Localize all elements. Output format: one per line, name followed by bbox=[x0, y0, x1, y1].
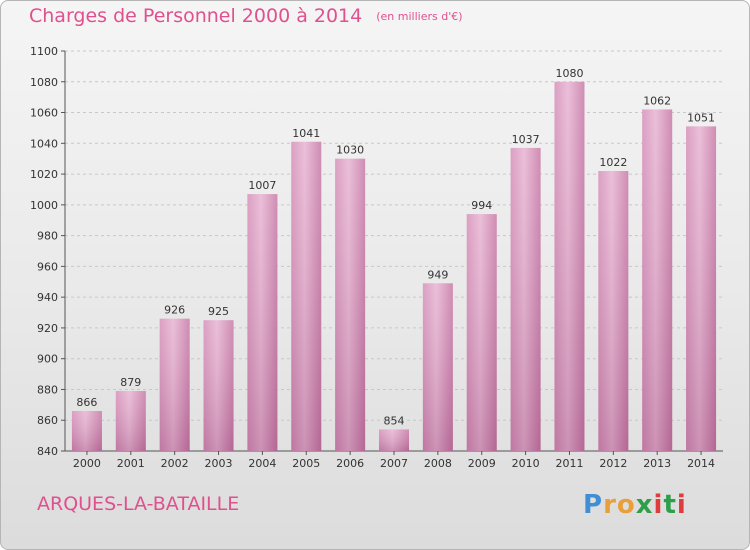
value-label: 1062 bbox=[643, 94, 671, 107]
logo-letter: x bbox=[635, 490, 654, 520]
y-tick-label: 940 bbox=[37, 291, 58, 304]
logo-letter: P bbox=[583, 490, 604, 520]
axes: 840 860 880 900 920 940 960 980 1000 1020 1040 1060… bbox=[30, 45, 723, 470]
value-label: 994 bbox=[471, 199, 492, 212]
bar-shade-2003 bbox=[203, 320, 234, 451]
y-tick-label: 1060 bbox=[30, 107, 58, 120]
value-label: 925 bbox=[208, 305, 229, 318]
value-label: 879 bbox=[120, 376, 141, 389]
x-tick-label: 2010 bbox=[512, 457, 540, 470]
x-tick-label: 2006 bbox=[336, 457, 364, 470]
bar-chart: 840 860 880 900 920 940 960 980 1000 1020 1040 1060… bbox=[30, 45, 723, 470]
x-tick-label: 2000 bbox=[73, 457, 101, 470]
value-label: 1030 bbox=[336, 144, 364, 157]
y-tick-label: 1040 bbox=[30, 137, 58, 150]
logo-letter: r bbox=[603, 490, 617, 520]
bar-shade-2005 bbox=[291, 141, 322, 451]
bar-shade-2006 bbox=[335, 158, 366, 451]
chart-title: Charges de Personnel 2000 à 2014 bbox=[29, 5, 363, 27]
commune-name: ARQUES-LA-BATAILLE bbox=[37, 493, 240, 515]
bar-shade-2004 bbox=[247, 194, 278, 452]
y-tick-label: 960 bbox=[37, 260, 58, 273]
value-label: 1080 bbox=[555, 67, 583, 80]
bar-shade-2009 bbox=[466, 214, 497, 451]
x-tick-label: 2012 bbox=[599, 457, 627, 470]
value-label: 1022 bbox=[599, 156, 627, 169]
x-tick-label: 2013 bbox=[643, 457, 671, 470]
x-tick-label: 2011 bbox=[555, 457, 583, 470]
value-label: 1041 bbox=[292, 127, 320, 140]
logo-letter: i bbox=[653, 490, 664, 520]
y-tick-label: 1020 bbox=[30, 168, 58, 181]
data-labels: 866 879 926 925 1007 1041 1030 854 949 994 1037 108… bbox=[76, 67, 715, 428]
value-label: 1007 bbox=[248, 179, 276, 192]
y-tick-label: 1100 bbox=[30, 45, 58, 58]
x-tick-label: 2004 bbox=[248, 457, 276, 470]
logo-letter: t bbox=[663, 490, 677, 520]
bar-shade-2012 bbox=[598, 171, 629, 451]
bar-shade-2007 bbox=[379, 429, 409, 451]
value-label: 1037 bbox=[512, 133, 540, 146]
x-tick-label: 2014 bbox=[687, 457, 715, 470]
y-tick-label: 880 bbox=[37, 383, 58, 396]
y-tick-label: 980 bbox=[37, 230, 58, 243]
bar-shade-2008 bbox=[422, 283, 453, 451]
y-tick-label: 900 bbox=[37, 353, 58, 366]
bar-shade-2014 bbox=[686, 126, 717, 451]
bar-shade-2001 bbox=[115, 391, 146, 451]
x-tick-label: 2002 bbox=[161, 457, 189, 470]
y-tick-label: 1080 bbox=[30, 76, 58, 89]
bar-shade-2000 bbox=[71, 411, 102, 451]
bars bbox=[71, 81, 717, 452]
bar-shade-2013 bbox=[642, 109, 673, 451]
x-tick-label: 2005 bbox=[292, 457, 320, 470]
chart-subtitle: (en milliers d'€) bbox=[376, 10, 463, 23]
x-tick-label: 2001 bbox=[117, 457, 145, 470]
bar-shade-2010 bbox=[510, 147, 541, 451]
value-label: 949 bbox=[427, 268, 448, 281]
proxiti-logo[interactable]: Proxiti bbox=[583, 490, 687, 520]
value-label: 866 bbox=[76, 396, 97, 409]
x-tick-label: 2007 bbox=[380, 457, 408, 470]
x-tick-label: 2009 bbox=[468, 457, 496, 470]
bar-shade-2011 bbox=[554, 81, 585, 452]
bar-shade-2002 bbox=[159, 318, 190, 451]
x-tick-label: 2008 bbox=[424, 457, 452, 470]
value-label: 854 bbox=[384, 414, 405, 427]
title-row: Charges de Personnel 2000 à 2014 (en mill… bbox=[29, 5, 463, 27]
value-label: 1051 bbox=[687, 111, 715, 124]
x-tick-label: 2003 bbox=[205, 457, 233, 470]
value-label: 926 bbox=[164, 304, 185, 317]
logo-letter: o bbox=[616, 490, 636, 520]
y-tick-label: 1000 bbox=[30, 199, 58, 212]
logo-letter: i bbox=[676, 490, 687, 520]
y-tick-label: 920 bbox=[37, 322, 58, 335]
y-tick-label: 860 bbox=[37, 414, 58, 427]
y-tick-label: 840 bbox=[37, 445, 58, 458]
